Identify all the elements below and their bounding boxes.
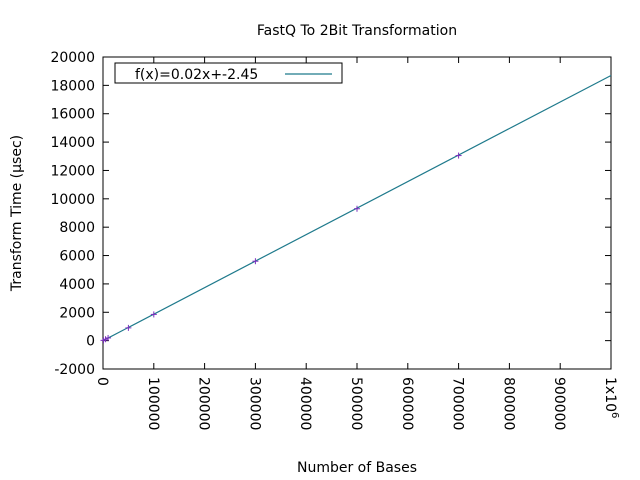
y-tick-label: 12000	[50, 163, 95, 179]
x-tick-label: 300000	[246, 377, 262, 430]
x-tick-label: 500000	[348, 377, 364, 430]
y-tick-label: 6000	[59, 249, 95, 265]
y-axis-ticks: -2000 0 2000 4000 6000 8000 10000 12000 14000 160…	[50, 50, 611, 378]
x-tick-label: 600000	[399, 377, 415, 430]
data-point	[105, 334, 112, 341]
x-tick-label: 1x106	[602, 377, 620, 418]
y-tick-label: 4000	[59, 277, 95, 293]
x-tick-label: 700000	[450, 377, 466, 430]
data-point	[252, 258, 259, 265]
y-tick-label: -2000	[54, 362, 95, 378]
x-tick-label: 200000	[196, 377, 212, 430]
y-tick-label: 16000	[50, 107, 95, 123]
y-tick-label: 2000	[59, 305, 95, 321]
y-tick-label: 20000	[50, 50, 95, 66]
x-axis-label: Number of Bases	[297, 460, 417, 476]
legend-box	[114, 62, 343, 84]
data-point	[354, 205, 360, 212]
axes	[102, 56, 612, 370]
x-tick-exponent: 6	[609, 412, 620, 418]
y-tick-label: 8000	[59, 220, 95, 236]
legend: f(x)=0.02x+-2.45	[114, 62, 343, 84]
data-point	[150, 311, 157, 318]
y-tick-label: 18000	[50, 78, 95, 94]
x-tick-label: 100000	[145, 377, 161, 430]
plot-series	[100, 74, 612, 344]
legend-label: f(x)=0.02x+-2.45	[135, 67, 258, 83]
y-tick-label: 0	[86, 334, 95, 350]
x-tick-label: 400000	[297, 377, 313, 430]
data-point	[102, 336, 109, 343]
x-tick-label: 800000	[500, 377, 516, 430]
y-tick-label: 10000	[50, 192, 95, 208]
data-point	[455, 152, 462, 159]
y-axis-label: Transform Time (µsec)	[9, 135, 25, 292]
y-tick-label: 14000	[50, 135, 95, 151]
plot-frame	[102, 56, 612, 370]
x-axis-ticks: 0 100000 200000 300000 400000 500000 600000 700…	[94, 57, 620, 430]
x-tick-label: 0	[94, 377, 110, 386]
x-tick-label: 900000	[551, 377, 567, 430]
chart-title: FastQ To 2Bit Transformation	[257, 23, 457, 39]
data-point	[125, 324, 132, 331]
